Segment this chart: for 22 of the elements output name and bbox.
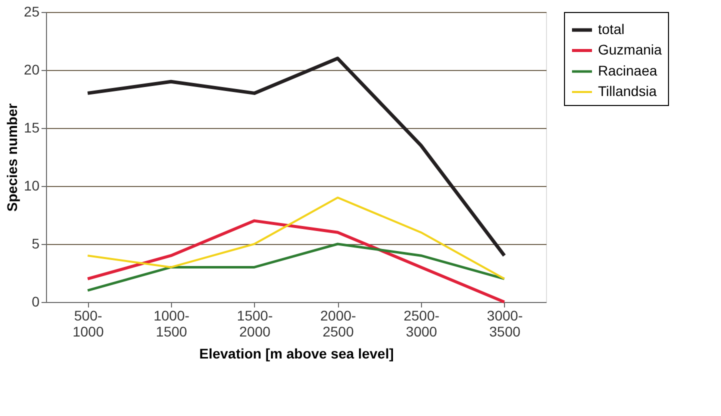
x-axis-title: Elevation [m above sea level] bbox=[199, 346, 394, 362]
legend-label: Racinaea bbox=[598, 62, 658, 78]
line-series bbox=[86, 56, 506, 258]
y-tick-label: 20 bbox=[24, 62, 40, 78]
x-tick-label: 2000- 2500 bbox=[320, 308, 356, 340]
line-series bbox=[86, 242, 506, 292]
y-tick-label: 25 bbox=[24, 4, 40, 20]
x-tick-label: 500- 1000 bbox=[72, 308, 104, 340]
y-tick-label: 15 bbox=[24, 120, 40, 136]
x-tick-label: 3000- 3500 bbox=[486, 308, 524, 340]
x-tick-label: 2500- 3000 bbox=[404, 308, 440, 340]
y-tick-label: 5 bbox=[32, 236, 40, 252]
line-series bbox=[86, 219, 506, 304]
line-series bbox=[86, 196, 506, 280]
legend-label: total bbox=[598, 21, 624, 37]
y-tick-label: 10 bbox=[24, 178, 40, 194]
y-axis-title: Species number bbox=[4, 102, 20, 212]
legend-label: Guzmania bbox=[598, 42, 662, 58]
x-tick-label: 1500- 2000 bbox=[236, 308, 274, 340]
y-tick-label: 0 bbox=[32, 294, 40, 310]
x-tick-label: 1000- 1500 bbox=[154, 308, 190, 340]
legend-label: Tillandsia bbox=[598, 83, 657, 99]
